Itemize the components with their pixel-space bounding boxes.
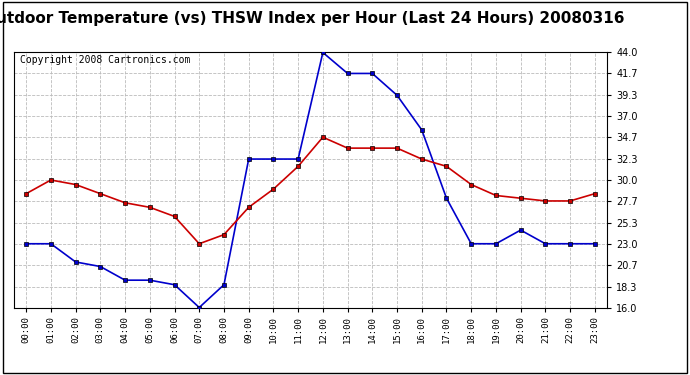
Text: Outdoor Temperature (vs) THSW Index per Hour (Last 24 Hours) 20080316: Outdoor Temperature (vs) THSW Index per …	[0, 11, 624, 26]
Text: Copyright 2008 Cartronics.com: Copyright 2008 Cartronics.com	[20, 55, 190, 65]
